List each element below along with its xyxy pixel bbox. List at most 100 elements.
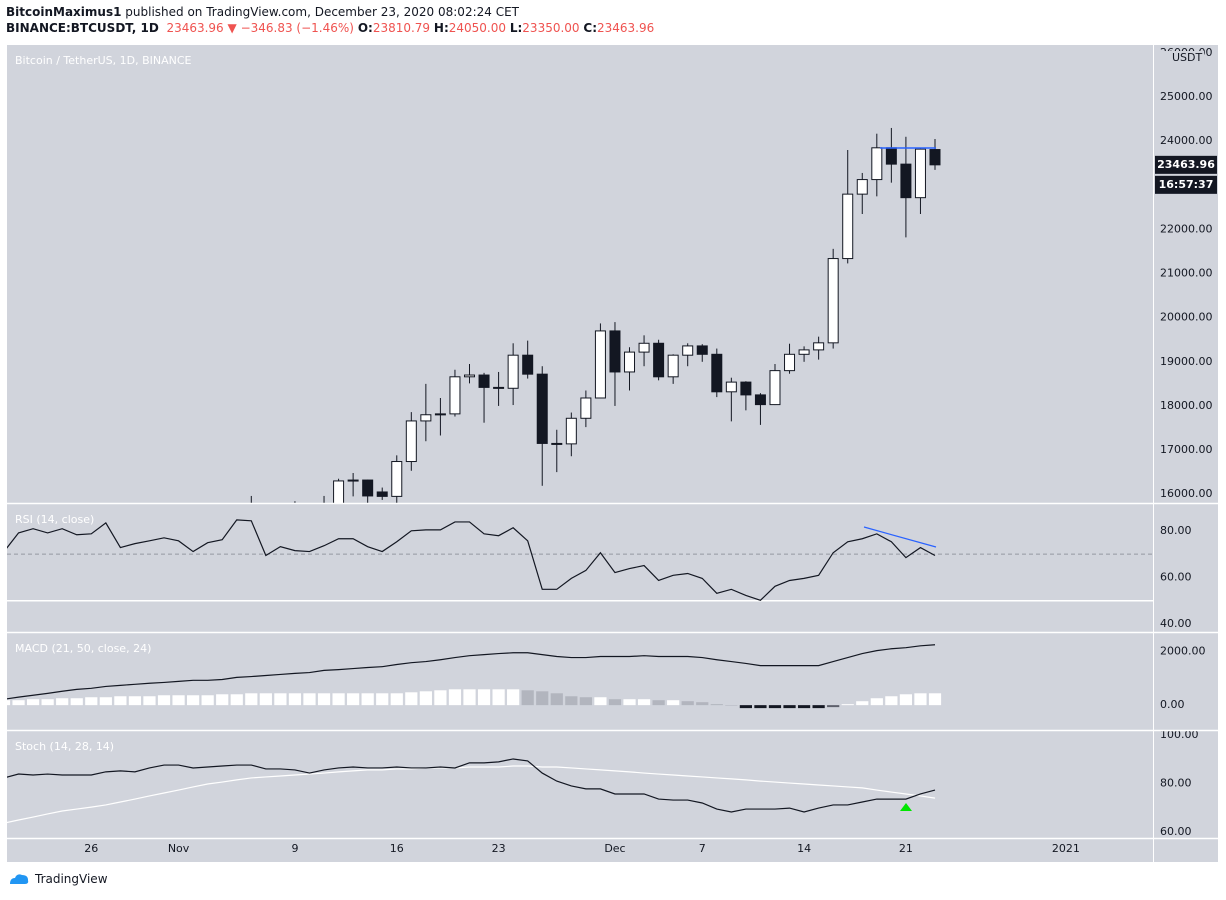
histogram-bar xyxy=(667,700,680,706)
candle-body xyxy=(653,342,665,378)
histogram-bar xyxy=(521,690,534,706)
pane xyxy=(7,644,942,709)
ohlc-value: 24050.00 xyxy=(448,21,507,35)
y-tick-label: 60.00 xyxy=(1160,570,1192,583)
candle-body xyxy=(696,345,708,355)
rsi-divergence-line xyxy=(863,526,937,548)
histogram-bar xyxy=(390,693,403,706)
histogram-bar xyxy=(914,693,927,706)
candle-body xyxy=(507,354,519,389)
ohlc-label: H: xyxy=(433,21,449,35)
histogram-bar xyxy=(783,705,796,709)
histogram-bar xyxy=(157,695,171,706)
histogram-bar xyxy=(739,705,753,709)
candle-body xyxy=(493,386,505,389)
candle-body xyxy=(420,414,432,422)
y-tick-label: 25000.00 xyxy=(1160,90,1213,103)
y-tick-label: 18000.00 xyxy=(1160,399,1213,412)
histogram-bar xyxy=(114,696,127,706)
footer: TradingView xyxy=(8,872,108,886)
candle-body xyxy=(740,381,752,396)
unit-label: USDT xyxy=(1172,51,1203,64)
pane-title: Bitcoin / TetherUS, 1D, BINANCE xyxy=(15,54,192,67)
unit-box xyxy=(1160,51,1204,65)
histogram-bar xyxy=(201,695,214,706)
histogram-bar xyxy=(376,693,389,706)
candle-body xyxy=(449,376,461,415)
histogram-bar xyxy=(565,696,578,706)
histogram-bar xyxy=(434,690,447,706)
histogram-bar xyxy=(7,700,11,706)
cross-marker xyxy=(900,803,912,811)
histogram-bar xyxy=(245,693,258,706)
pane xyxy=(250,127,941,503)
x-tick-label: 9 xyxy=(291,842,298,855)
x-tick-label: 16 xyxy=(390,842,404,855)
histogram-bar xyxy=(681,701,694,706)
y-tick-label: 17000.00 xyxy=(1160,443,1213,456)
histogram-bar xyxy=(463,689,476,706)
candle-body xyxy=(391,461,403,497)
histogram-bar xyxy=(99,697,112,706)
symbol: BINANCE:BTCUSDT, 1D xyxy=(6,21,159,35)
y-tick-label: 40.00 xyxy=(1160,617,1192,630)
histogram-bar xyxy=(41,699,54,706)
histogram-bar xyxy=(797,705,811,709)
indicator-line xyxy=(7,765,936,824)
y-tick-label: 21000.00 xyxy=(1160,267,1213,280)
x-tick-label: 2021 xyxy=(1052,842,1080,855)
histogram-bar xyxy=(172,695,185,706)
pane xyxy=(7,519,1153,602)
histogram-bar xyxy=(26,699,40,706)
publish-line: BitcoinMaximus1 published on TradingView… xyxy=(6,4,654,20)
histogram-bar xyxy=(623,699,636,706)
x-tick-label: Dec xyxy=(604,842,625,855)
pane-title: Stoch (14, 28, 14) xyxy=(15,740,114,753)
histogram-bar xyxy=(856,701,869,706)
candle-body xyxy=(667,354,679,378)
histogram-bar xyxy=(230,694,243,706)
histogram-bar xyxy=(899,694,913,706)
change: ▼ −346.83 (−1.46%) xyxy=(227,21,354,35)
histogram-bar xyxy=(928,693,942,706)
candle-body xyxy=(813,342,825,351)
histogram-bar xyxy=(696,702,709,706)
histogram-bar xyxy=(652,700,665,706)
last-price-box xyxy=(1155,155,1217,174)
histogram-bar xyxy=(710,704,723,706)
pane xyxy=(7,758,936,824)
histogram-bar xyxy=(361,693,374,706)
histogram-bar xyxy=(128,696,142,706)
symbol-line: BINANCE:BTCUSDT, 1D 23463.96 ▼ −346.83 (… xyxy=(6,20,654,36)
ohlc-value: 23810.79 xyxy=(372,21,431,35)
histogram-bar xyxy=(448,689,462,706)
candle-body xyxy=(725,381,737,393)
candle-body xyxy=(842,193,854,260)
histogram-bar xyxy=(288,693,302,706)
candle-body xyxy=(536,373,548,444)
y-tick-label: 0.00 xyxy=(1160,698,1185,711)
candle-body xyxy=(594,330,606,399)
candle-body xyxy=(624,351,636,373)
last-price-label: 23463.96 xyxy=(1157,158,1215,171)
candle-body xyxy=(754,394,766,406)
histogram-bar xyxy=(477,689,491,706)
pane-title: RSI (14, close) xyxy=(15,513,94,526)
histogram-bar xyxy=(725,705,738,706)
candle-body xyxy=(609,330,621,373)
y-tick-label: 60.00 xyxy=(1160,825,1192,838)
ohlc-label: L: xyxy=(509,21,523,35)
candle-body xyxy=(769,370,781,406)
histogram-bar xyxy=(332,693,345,706)
histogram-bar xyxy=(579,697,592,706)
x-tick-label: 23 xyxy=(492,842,506,855)
histogram-bar xyxy=(419,691,432,706)
ohlc-value: 23350.00 xyxy=(522,21,580,35)
candle-body xyxy=(362,479,374,497)
histogram-bar xyxy=(492,689,505,706)
candle-body xyxy=(580,397,592,419)
histogram-bar xyxy=(186,695,200,706)
candle-body xyxy=(871,147,883,181)
